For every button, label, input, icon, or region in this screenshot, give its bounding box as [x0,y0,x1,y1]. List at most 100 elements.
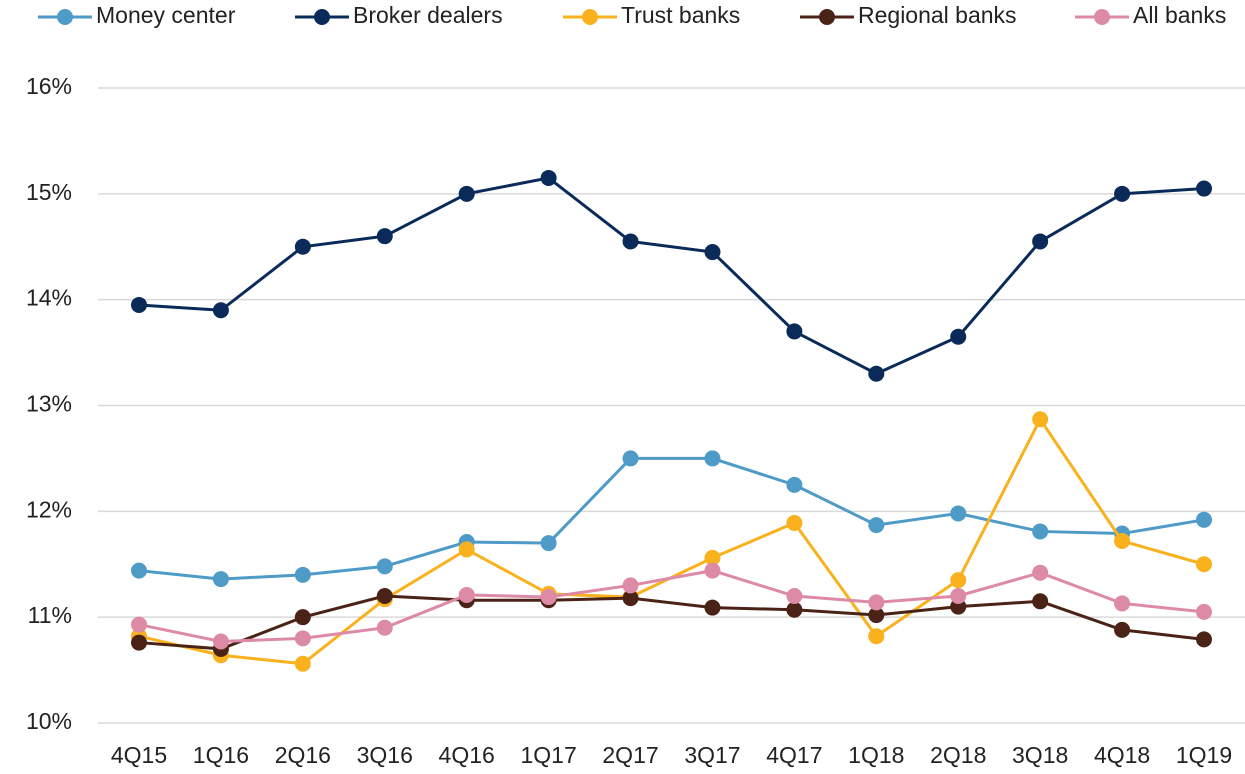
series [131,588,1212,657]
legend-label: All banks [1133,2,1226,28]
data-point [131,562,147,579]
x-tick-label: 1Q19 [1176,742,1232,768]
x-tick-label: 4Q16 [439,742,495,768]
series-line [138,569,1205,644]
series [131,411,1212,672]
data-point [1032,593,1049,610]
legend-item: All banks [1075,2,1226,28]
series [131,562,1212,650]
data-point [1114,185,1131,202]
legend-item: Trust banks [563,2,740,28]
y-tick-label: 16% [26,73,72,99]
series [131,169,1212,382]
data-point [376,558,393,575]
y-tick-label: 15% [26,179,72,205]
x-tick-label: 2Q17 [602,742,658,768]
data-point [131,296,147,313]
data-point [622,450,639,467]
data-point [540,535,557,552]
legend-label: Regional banks [858,2,1017,28]
legend-item: Broker dealers [295,2,503,28]
data-point [1196,603,1212,620]
data-point [376,588,393,604]
data-point [950,588,967,604]
data-point [704,244,721,261]
data-point [376,228,393,245]
data-point [704,562,721,579]
y-tick-label: 13% [26,391,72,417]
legend-label: Broker dealers [353,2,503,28]
x-tick-label: 2Q18 [930,742,986,768]
data-point [786,323,803,340]
y-tick-label: 11% [28,602,72,628]
data-point [868,517,885,534]
legend-marker [314,9,330,25]
data-point [1196,556,1212,573]
data-point [458,185,475,202]
legend-marker [582,9,598,25]
x-tick-label: 1Q17 [520,742,576,768]
series-line [138,416,1205,666]
data-point [622,233,639,250]
data-point [294,655,311,672]
data-point [294,566,311,583]
data-point [622,590,639,607]
data-point [376,619,393,636]
data-point [1196,180,1212,197]
legend-marker [1094,9,1110,25]
data-point [294,630,311,647]
data-point [131,634,147,651]
x-tick-label: 4Q15 [111,742,167,768]
data-point [786,588,803,604]
data-point [950,572,967,589]
data-point [868,607,885,624]
data-point [704,599,721,616]
series-line [138,594,1205,651]
x-tick-label: 2Q16 [275,742,331,768]
data-point [786,601,803,618]
y-tick-label: 12% [26,496,72,522]
data-point [540,169,557,186]
data-point [540,589,557,606]
legend-item: Money center [38,2,236,28]
y-tick-label: 14% [26,285,72,311]
x-tick-label: 3Q16 [357,742,413,768]
data-point [868,628,885,645]
series-line [138,176,1205,376]
series [131,450,1212,588]
data-point [131,616,147,633]
data-point [212,571,229,588]
series-line [138,456,1205,581]
data-point [622,577,639,594]
data-point [1114,595,1131,612]
y-tick-label: 10% [26,708,72,734]
x-tick-label: 4Q18 [1094,742,1150,768]
data-point [1196,511,1212,528]
data-point [1196,631,1212,648]
data-point [294,609,311,626]
data-point [704,450,721,467]
data-point [212,302,229,319]
x-tick-label: 1Q18 [848,742,904,768]
data-point [1032,233,1049,250]
legend-item: Regional banks [800,2,1017,28]
data-point [868,365,885,382]
data-point [212,633,229,650]
data-point [1032,411,1049,428]
data-point [1032,564,1049,581]
x-tick-label: 3Q18 [1012,742,1068,768]
legend-label: Trust banks [621,2,740,28]
data-point [1114,532,1131,549]
legend-marker [57,9,73,25]
data-point [786,476,803,493]
x-tick-label: 3Q17 [684,742,740,768]
data-point [950,505,967,522]
data-point [704,549,721,566]
data-point [458,586,475,603]
x-tick-label: 4Q17 [766,742,822,768]
data-point [1114,621,1131,638]
data-point [294,238,311,255]
data-point [1032,523,1049,540]
data-point [950,328,967,345]
